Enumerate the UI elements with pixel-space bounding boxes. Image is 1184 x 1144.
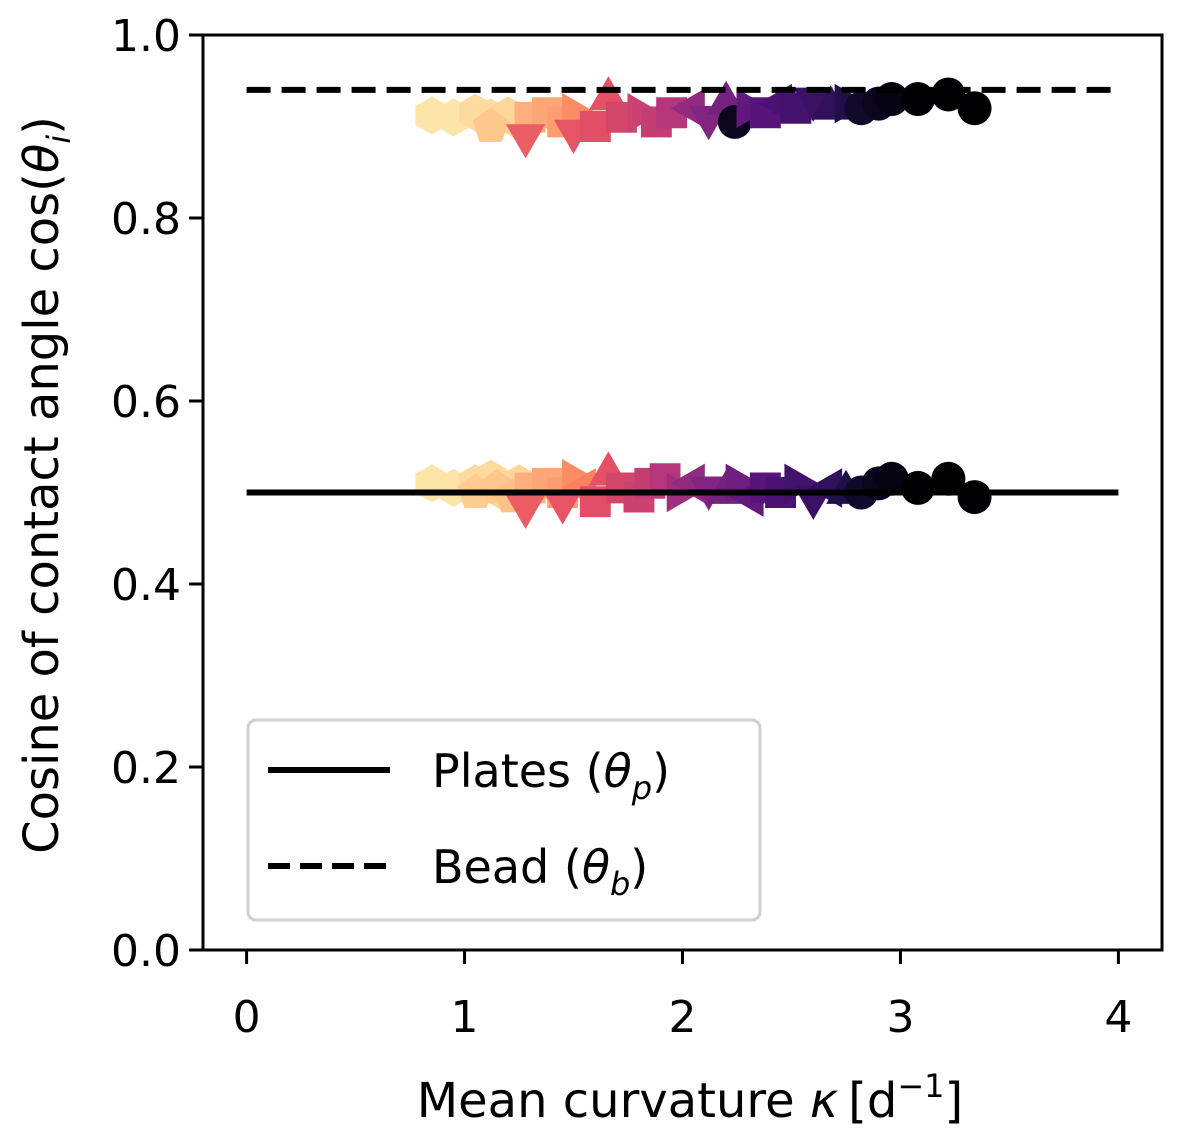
legend-label-bead: Bead (θb) xyxy=(432,840,648,903)
bead-contact-angle-series xyxy=(415,76,992,159)
y-tick-label: 0.8 xyxy=(111,194,181,245)
bead-contact-angle-marker xyxy=(472,107,509,142)
plate-contact-angle-marker xyxy=(900,470,935,505)
reference-lines xyxy=(246,86,1119,496)
plate-contact-angle-marker xyxy=(957,480,992,515)
x-tick-label: 3 xyxy=(886,992,914,1043)
y-tick-label: 1.0 xyxy=(111,11,181,62)
bead-contact-angle-marker xyxy=(957,91,992,126)
legend: Plates (θp) Bead (θb) xyxy=(246,718,762,922)
plate-contact-angle-marker xyxy=(931,461,966,496)
y-tick-label: 0.0 xyxy=(111,926,181,977)
legend-label-plates: Plates (θp) xyxy=(432,744,670,807)
y-tick-label: 0.4 xyxy=(111,560,181,611)
plate-contact-angle-marker xyxy=(542,490,583,525)
bead-contact-angle-marker xyxy=(588,76,629,111)
bead-contact-angle-marker xyxy=(579,111,611,142)
x-tick-label: 1 xyxy=(451,992,479,1043)
plate-contact-angle-marker xyxy=(874,461,909,496)
x-tick-label: 0 xyxy=(233,992,261,1043)
x-tick-label: 2 xyxy=(669,992,697,1043)
bead-contact-angle-marker xyxy=(505,124,546,159)
y-axis-label: Cosine of contact angle cos(θi) xyxy=(14,116,78,854)
x-axis-ticks: 0 1 2 3 4 xyxy=(233,950,1132,1043)
y-tick-label: 0.2 xyxy=(111,743,181,794)
y-tick-label: 0.6 xyxy=(111,377,181,428)
bead-contact-angle-marker xyxy=(793,87,833,122)
plate-contact-angle-marker xyxy=(505,494,546,529)
scatter-markers xyxy=(415,76,992,529)
x-tick-label: 4 xyxy=(1104,992,1132,1043)
x-axis-label: Mean curvature κ [d−1] xyxy=(417,1067,964,1129)
bead-contact-angle-marker xyxy=(931,77,966,112)
y-axis-ticks: 0.0 0.2 0.4 0.6 0.8 1.0 xyxy=(111,11,203,977)
